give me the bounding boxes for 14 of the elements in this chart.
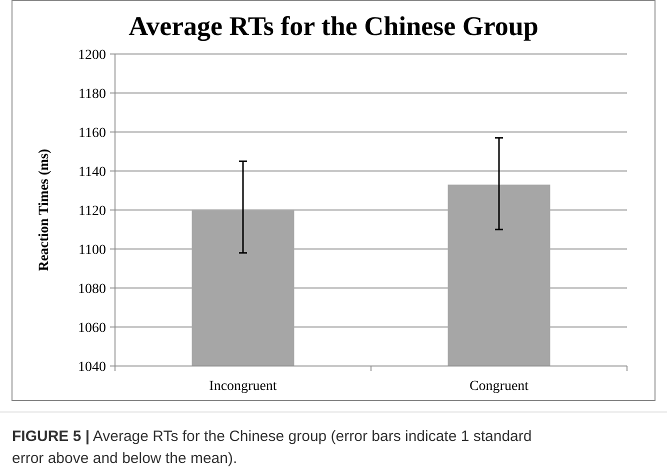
y-tick-label: 1160: [78, 126, 106, 141]
y-tick-label: 1200: [78, 48, 106, 63]
y-tick-label: 1100: [78, 242, 106, 258]
x-tick-label: Incongruent: [209, 379, 277, 394]
y-tick-label: 1120: [78, 204, 106, 219]
y-tick-label: 1180: [78, 86, 106, 102]
caption: FIGURE 5 | Average RTs for the Chinese group (error bars indicate 1 standard error above and below the mean).: [12, 428, 532, 467]
chart-title: Average RTs for the Chinese Group: [128, 11, 538, 41]
y-tick-label: 1080: [78, 282, 106, 297]
y-tick-label: 1040: [78, 360, 106, 375]
y-axis-title: Reaction Times (ms): [37, 148, 52, 272]
x-tick-label: Congruent: [469, 379, 529, 394]
y-tick-label: 1140: [78, 164, 106, 180]
y-tick-label: 1060: [78, 320, 106, 336]
